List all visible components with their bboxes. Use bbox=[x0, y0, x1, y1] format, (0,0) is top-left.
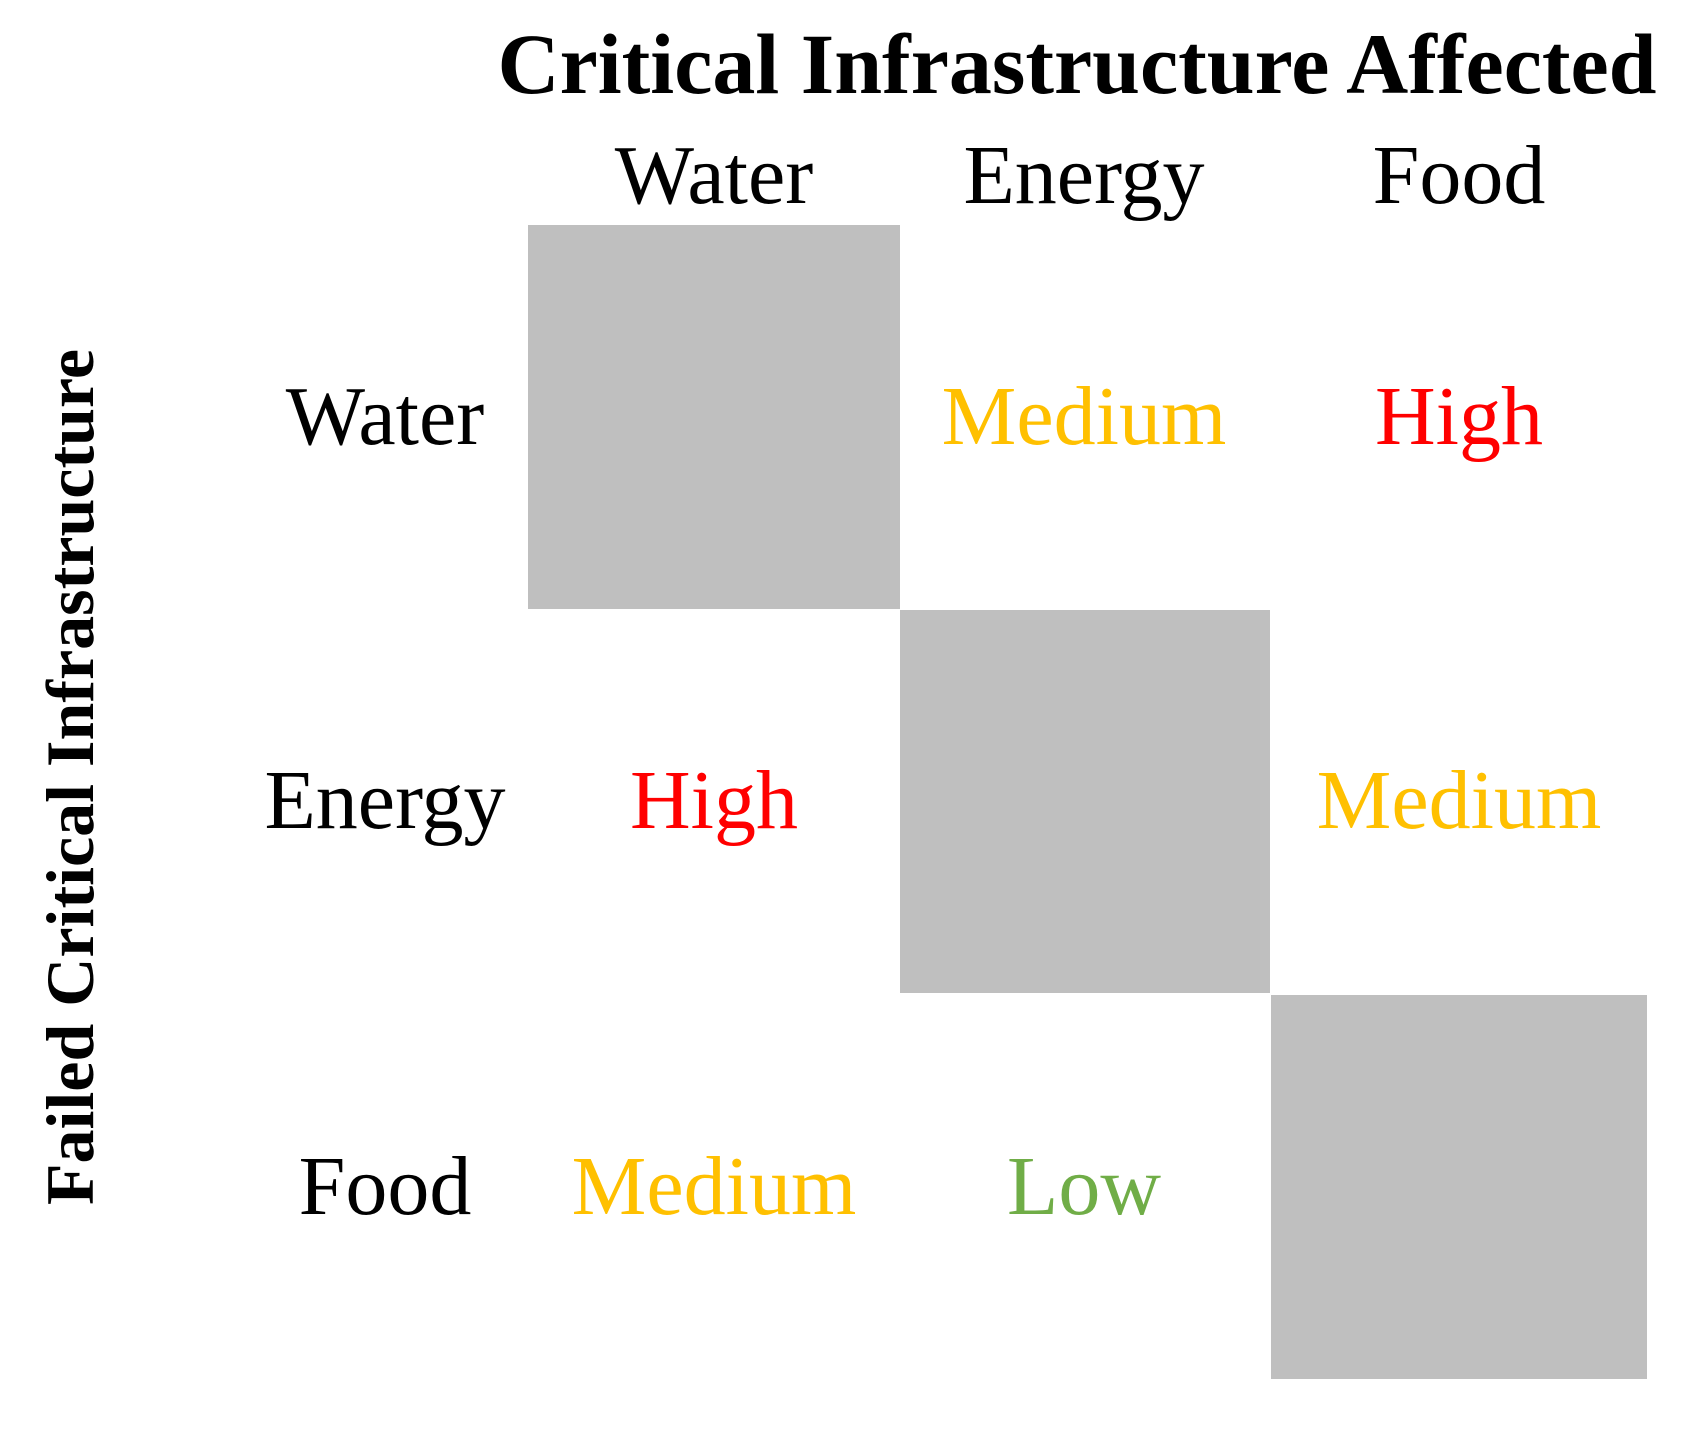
diagonal-cell-water-water bbox=[528, 225, 900, 609]
column-axis-title: Critical Infrastructure Affected bbox=[497, 16, 1657, 112]
cell-food-water: Medium bbox=[571, 1140, 857, 1233]
column-header-food: Food bbox=[1372, 129, 1546, 222]
cell-energy-water: High bbox=[630, 754, 798, 847]
cell-energy-food: Medium bbox=[1316, 754, 1602, 847]
diagonal-cell-energy-energy bbox=[900, 610, 1270, 993]
row-header-water: Water bbox=[285, 370, 485, 463]
diagonal-cell-food-food bbox=[1271, 995, 1647, 1379]
cell-water-food: High bbox=[1375, 370, 1543, 463]
column-header-energy: Energy bbox=[963, 129, 1205, 222]
cell-water-energy: Medium bbox=[941, 370, 1227, 463]
row-header-energy: Energy bbox=[264, 754, 506, 847]
row-header-food: Food bbox=[298, 1140, 472, 1233]
row-axis-title: Failed Critical Infrastructure bbox=[32, 348, 108, 1206]
column-header-water: Water bbox=[614, 129, 814, 222]
cell-food-energy: Low bbox=[1007, 1140, 1161, 1233]
